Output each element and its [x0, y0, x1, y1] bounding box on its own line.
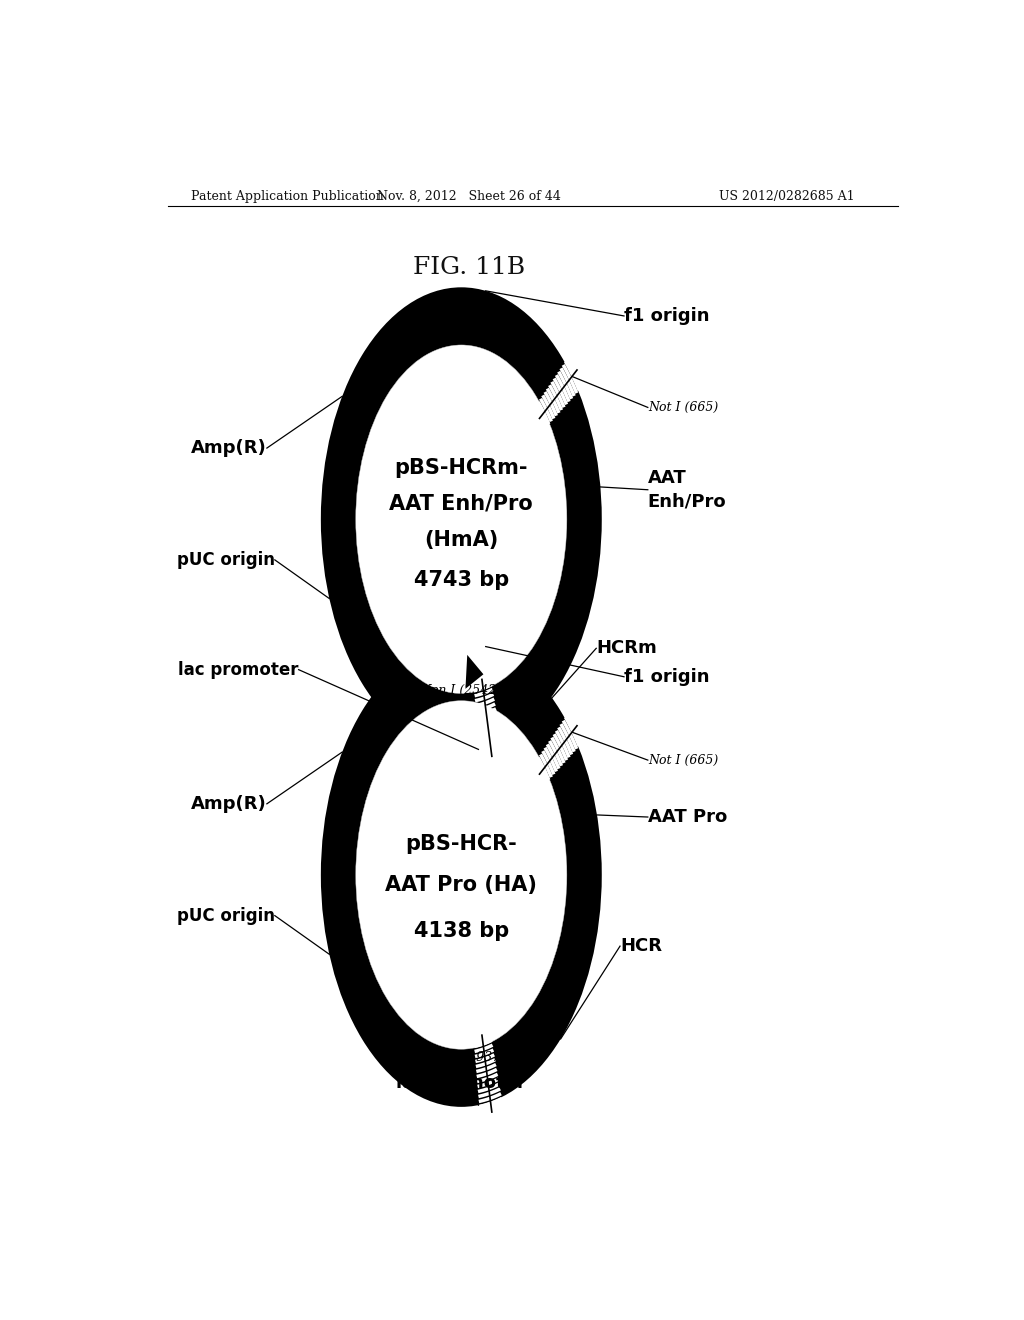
Text: AAT Pro (HA): AAT Pro (HA)	[385, 875, 538, 895]
Text: AAT Enh/Pro: AAT Enh/Pro	[389, 494, 534, 513]
Text: AAT: AAT	[648, 469, 686, 487]
Ellipse shape	[355, 345, 567, 693]
Text: f1 origin: f1 origin	[624, 668, 710, 686]
Polygon shape	[571, 828, 592, 858]
Text: Kpn I (1937): Kpn I (1937)	[426, 1052, 506, 1064]
Text: pBS-HCRm-: pBS-HCRm-	[394, 458, 528, 478]
Text: 4138 bp: 4138 bp	[414, 921, 509, 941]
Text: pBS-HCR-: pBS-HCR-	[406, 834, 517, 854]
Text: 4743 bp: 4743 bp	[414, 570, 509, 590]
Text: FIG. 11B: FIG. 11B	[414, 256, 525, 279]
Polygon shape	[531, 1011, 551, 1043]
Text: lac promoter: lac promoter	[178, 660, 299, 678]
Text: Amp(R): Amp(R)	[191, 440, 267, 457]
Text: HCRm: HCRm	[596, 639, 657, 657]
Text: pUC origin: pUC origin	[177, 550, 274, 569]
Text: AAT Pro: AAT Pro	[648, 808, 727, 826]
Polygon shape	[338, 772, 356, 805]
Polygon shape	[531, 656, 551, 686]
Text: Amp(R): Amp(R)	[191, 795, 267, 813]
Polygon shape	[571, 471, 592, 503]
Ellipse shape	[321, 643, 602, 1107]
Text: HCR: HCR	[620, 937, 663, 956]
Text: Nov. 8, 2012   Sheet 26 of 44: Nov. 8, 2012 Sheet 26 of 44	[377, 190, 561, 202]
Text: pUC origin: pUC origin	[177, 907, 274, 924]
Text: lac promoter: lac promoter	[396, 1074, 526, 1093]
Text: Enh/Pro: Enh/Pro	[648, 492, 726, 511]
Text: (HmA): (HmA)	[424, 529, 499, 549]
Ellipse shape	[321, 288, 602, 751]
Polygon shape	[338, 416, 356, 449]
Text: Not I (665): Not I (665)	[648, 401, 718, 414]
Polygon shape	[466, 655, 483, 689]
Polygon shape	[466, 300, 483, 333]
Text: Not I (665): Not I (665)	[648, 754, 718, 767]
Text: US 2012/0282685 A1: US 2012/0282685 A1	[719, 190, 854, 202]
Ellipse shape	[355, 701, 567, 1049]
Text: f1 origin: f1 origin	[624, 308, 710, 325]
Text: Patent Application Publication: Patent Application Publication	[191, 190, 384, 202]
Text: Kpn I (2542): Kpn I (2542)	[422, 685, 502, 697]
